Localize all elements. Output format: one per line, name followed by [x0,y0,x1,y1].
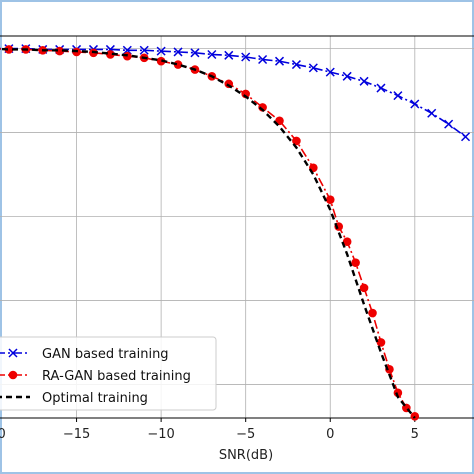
data-point-stroke [359,76,369,86]
legend-item: Optimal training [0,391,148,406]
data-point [359,76,369,86]
legend-box [0,336,217,411]
legend-label: RA-GAN based training [42,369,191,384]
data-point [444,119,454,129]
data-point [274,56,285,66]
data-point [325,67,335,77]
x-tick-label: −5 [236,427,255,442]
data-point-stroke [190,48,200,58]
series-group [0,44,471,421]
data-point-stroke [156,46,166,56]
x-ticks: −20 −15 −10 −5 0 5 [0,418,419,442]
data-point-stroke [291,60,301,70]
data-point [207,49,217,60]
data-point [410,99,420,109]
data-point [190,48,200,58]
x-tick-label: 0 [326,427,334,442]
x-tick-label: −15 [63,427,90,442]
legend-swatch-marker [8,348,18,358]
data-point [241,52,251,62]
data-point-stroke [376,83,386,93]
data-point [291,60,301,70]
axes [0,35,474,419]
series-line-2 [0,47,416,419]
x-axis-label: SNR(dB) [219,448,273,463]
data-point-stroke [325,67,335,77]
data-point [139,45,149,55]
data-point [55,46,64,56]
data-point [224,50,234,60]
x-tick-label: −20 [0,427,6,442]
data-point [292,136,301,146]
data-point [427,108,437,118]
data-point [173,60,183,69]
x-tick-label: −10 [147,427,174,442]
data-point [156,56,166,66]
legend-item: GAN based training [0,347,169,362]
data-point [359,283,369,293]
data-point-stroke [274,56,285,66]
data-point [376,338,386,347]
data-point-stroke [308,63,318,73]
x-tick-label: 5 [411,427,419,442]
legend-label: GAN based training [42,347,169,362]
data-point [106,50,115,59]
data-point [393,388,403,398]
data-point [325,195,335,205]
data-point [308,63,318,73]
legend-swatch-marker [8,370,18,380]
data-point-stroke [444,119,454,129]
data-point [173,47,183,57]
data-point [342,237,352,246]
data-point [258,54,268,65]
data-point-stroke [207,49,217,60]
data-point-stroke [258,54,268,65]
legend-label: Optimal training [42,391,148,406]
data-point-stroke [173,47,183,57]
data-point [461,132,471,142]
data-point [342,71,352,81]
data-point [393,91,403,101]
legend-item: RA-GAN based training [0,369,191,384]
data-point [156,46,166,56]
data-point-stroke [224,50,234,60]
data-point [376,83,386,93]
data-point [4,45,14,54]
legend: GAN based training RA-GAN based training O… [0,336,217,411]
data-point-stroke [427,108,437,118]
data-point-stroke [410,99,420,109]
data-point-stroke [139,45,149,55]
data-point [368,308,377,318]
series-line-0 [0,47,467,138]
data-point-stroke [461,132,471,142]
data-point-stroke [393,91,403,101]
data-point-stroke [342,71,352,81]
legend-swatch-stroke [8,348,18,358]
data-point [351,258,360,267]
data-point-stroke [241,52,251,62]
